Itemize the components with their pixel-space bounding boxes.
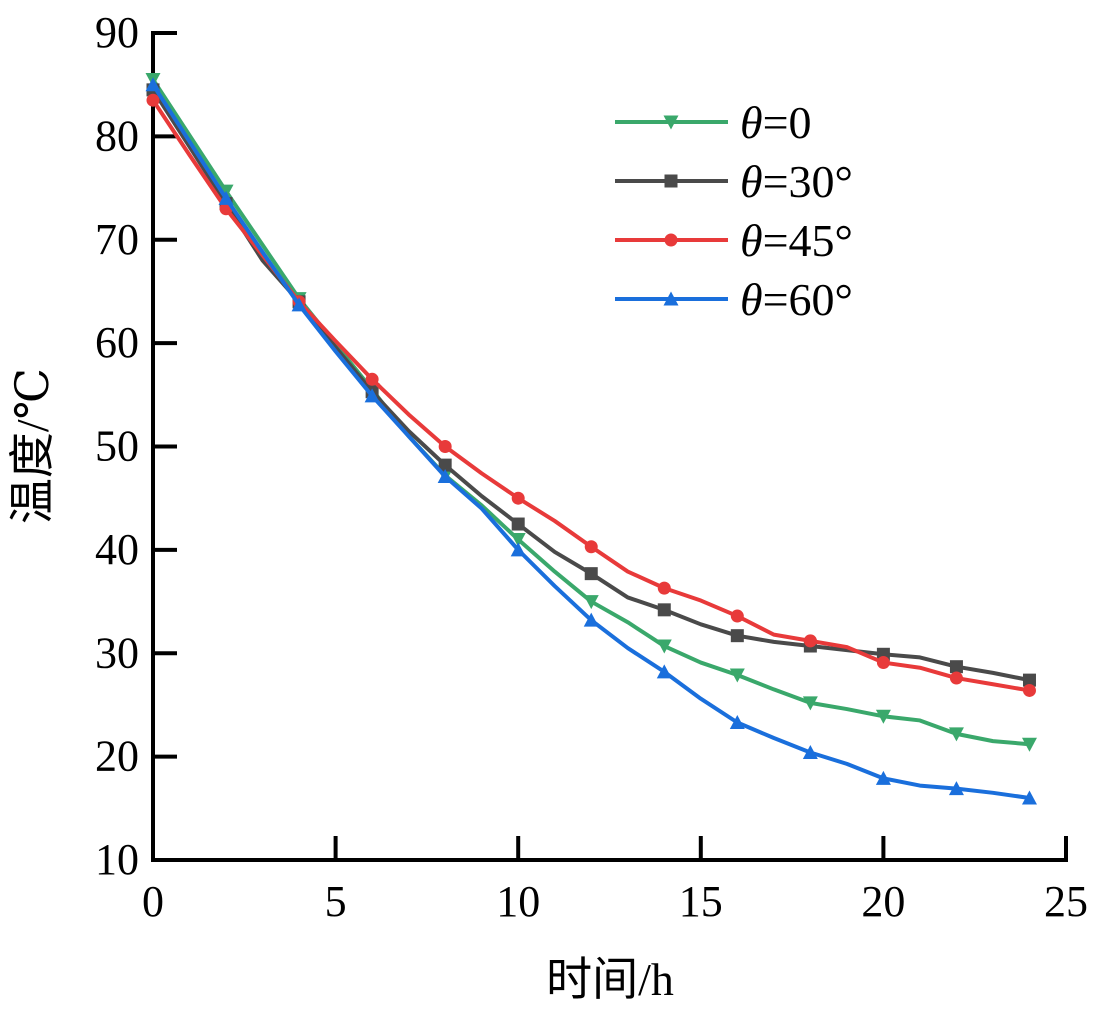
data-point — [510, 533, 526, 548]
data-point — [583, 595, 599, 610]
y-tick-label: 80 — [95, 111, 139, 160]
data-point — [583, 612, 599, 627]
legend-item: θ=0 — [615, 97, 812, 148]
data-point — [663, 115, 679, 130]
data-point — [657, 581, 671, 595]
data-point — [218, 190, 234, 205]
x-tick-label: 10 — [496, 877, 540, 926]
data-point — [511, 517, 525, 531]
y-tick-label: 70 — [95, 215, 139, 264]
y-tick-label: 10 — [95, 835, 139, 884]
data-point — [438, 458, 452, 472]
y-tick-label: 40 — [95, 525, 139, 574]
series-line — [151, 78, 1030, 747]
data-point — [949, 671, 963, 685]
y-tick-label: 30 — [95, 628, 139, 677]
data-point — [511, 491, 525, 505]
data-point — [1021, 790, 1037, 805]
data-point — [437, 468, 453, 483]
data-point — [145, 77, 161, 92]
data-point — [656, 639, 672, 654]
data-point — [729, 668, 745, 683]
series-group — [145, 73, 1037, 805]
x-tick-label: 0 — [142, 877, 164, 926]
legend-label: θ=60° — [740, 274, 853, 325]
data-point — [802, 744, 818, 759]
x-tick-label: 20 — [861, 877, 905, 926]
data-point — [656, 664, 672, 679]
legend-label: θ=0 — [740, 97, 812, 148]
x-axis-label: 时间/h — [546, 954, 674, 1005]
axes: 10 20 30 40 50 60 70 80 90 0 5 10 15 20 25 — [95, 8, 1088, 926]
legend-item: θ=30° — [615, 156, 853, 207]
series-line — [151, 88, 1030, 683]
data-point — [584, 540, 598, 554]
legend: θ=0 θ=30° θ=45° θ=60° — [615, 97, 853, 325]
data-point — [365, 372, 379, 386]
legend-label: θ=45° — [740, 215, 853, 266]
data-point — [664, 233, 678, 247]
legend-item: θ=60° — [615, 274, 853, 325]
x-tick-label: 25 — [1044, 877, 1088, 926]
data-point — [1021, 737, 1037, 752]
data-point — [875, 770, 891, 785]
series-θ=60° — [145, 77, 1037, 805]
x-tick-label: 5 — [325, 877, 347, 926]
y-tick-label: 90 — [95, 8, 139, 57]
legend-label: θ=30° — [740, 156, 853, 207]
y-axis-label: 温度/℃ — [7, 368, 58, 524]
data-point — [949, 660, 963, 674]
data-point — [146, 93, 160, 107]
data-point — [364, 388, 380, 403]
data-point — [730, 629, 744, 643]
data-point — [664, 174, 678, 188]
series-θ=0 — [145, 73, 1037, 752]
data-point — [1022, 683, 1036, 697]
y-tick-label: 60 — [95, 318, 139, 367]
data-point — [948, 727, 964, 742]
data-point — [438, 440, 452, 453]
data-point — [657, 603, 671, 617]
data-point — [875, 709, 891, 724]
y-tick-label: 20 — [95, 732, 139, 781]
data-point — [584, 567, 598, 581]
data-point — [876, 656, 890, 670]
data-point — [730, 609, 744, 623]
x-tick-label: 15 — [679, 877, 723, 926]
legend-item: θ=45° — [615, 215, 853, 266]
data-point — [291, 297, 307, 312]
y-tick-label: 50 — [95, 422, 139, 471]
data-point — [510, 542, 526, 557]
series-line — [151, 83, 1030, 800]
data-point — [1022, 673, 1036, 687]
data-point — [663, 291, 679, 306]
data-point — [948, 781, 964, 796]
data-point — [802, 696, 818, 711]
data-point — [803, 634, 817, 648]
data-point — [729, 715, 745, 730]
